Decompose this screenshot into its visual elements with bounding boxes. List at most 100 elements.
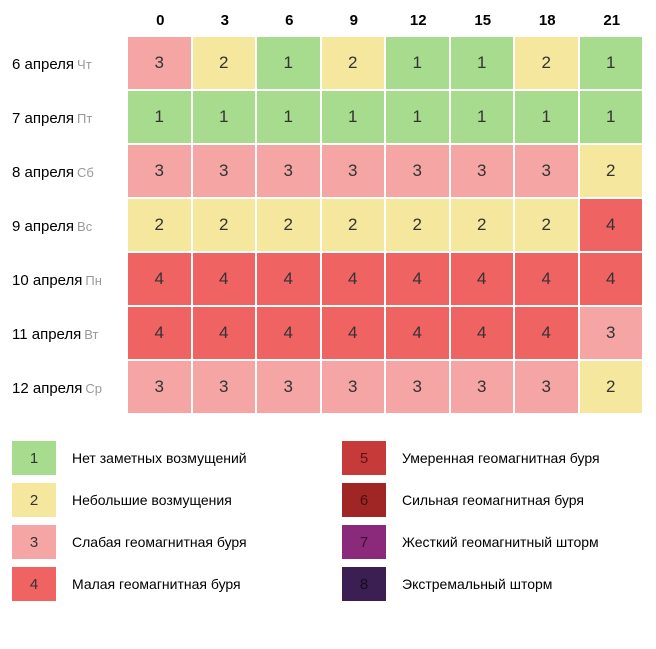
legend-item: 8Экстремальный шторм [342, 563, 644, 605]
heatmap-cell: 2 [322, 37, 387, 91]
heatmap-cell: 4 [451, 307, 516, 361]
row-weekday: Сб [77, 165, 94, 180]
legend-label: Небольшие возмущения [72, 492, 232, 508]
row-date: 10 апреля [12, 272, 82, 289]
heatmap-cell: 2 [322, 199, 387, 253]
row-label: 6 апреляЧт [12, 37, 128, 91]
heatmap-cell: 4 [257, 307, 322, 361]
heatmap-cell: 4 [128, 253, 193, 307]
heatmap-cell: 3 [451, 145, 516, 199]
legend-item: 5 Умеренная геомагнитная буря [342, 437, 644, 479]
heatmap-cell: 3 [128, 361, 193, 415]
heatmap-cell: 2 [451, 199, 516, 253]
legend-item: 2Небольшие возмущения [12, 479, 314, 521]
legend-swatch: 5 [342, 441, 386, 475]
legend-item: 3 Слабая геомагнитная буря [12, 521, 314, 563]
row-date: 7 апреля [12, 110, 74, 127]
heatmap-cell: 3 [451, 361, 516, 415]
row-label: 8 апреляСб [12, 145, 128, 199]
heatmap-cell: 3 [322, 361, 387, 415]
row-weekday: Пн [85, 273, 102, 288]
heatmap-cell: 3 [322, 145, 387, 199]
row-weekday: Вт [84, 327, 98, 342]
heatmap-cell: 1 [128, 91, 193, 145]
hour-header: 18 [515, 12, 580, 37]
row-date: 9 апреля [12, 218, 74, 235]
heatmap-cell: 4 [386, 307, 451, 361]
heatmap-cell: 1 [193, 91, 258, 145]
hour-header: 6 [257, 12, 322, 37]
heatmap-cell: 3 [386, 361, 451, 415]
legend-label: Жесткий геомагнитный шторм [402, 534, 599, 550]
legend-label: Сильная геомагнитная буря [402, 492, 584, 508]
heatmap-cell: 2 [386, 199, 451, 253]
heatmap-cell: 4 [257, 253, 322, 307]
table-row: 10 апреляПн44444444 [12, 253, 644, 307]
row-date: 11 апреля [12, 326, 81, 343]
legend-item: 4 Малая геомагнитная буря [12, 563, 314, 605]
legend-label: Умеренная геомагнитная буря [402, 450, 600, 466]
heatmap-cell: 1 [515, 91, 580, 145]
legend-swatch: 8 [342, 567, 386, 601]
heatmap-cell: 4 [451, 253, 516, 307]
heatmap-cell: 1 [580, 91, 645, 145]
legend-swatch: 3 [12, 525, 56, 559]
row-weekday: Вс [77, 219, 92, 234]
heatmap-cell: 3 [257, 361, 322, 415]
row-date: 12 апреля [12, 380, 82, 397]
heatmap-cell: 1 [451, 91, 516, 145]
heatmap-cell: 3 [128, 37, 193, 91]
heatmap-cell: 3 [193, 145, 258, 199]
heatmap-cell: 1 [257, 91, 322, 145]
legend-item: 1 Нет заметных возмущений [12, 437, 314, 479]
heatmap-cell: 2 [515, 37, 580, 91]
legend-swatch: 1 [12, 441, 56, 475]
heatmap-cell: 4 [322, 253, 387, 307]
legend-col-right: 5 Умеренная геомагнитная буря 6 Сильная гео… [342, 437, 644, 605]
row-label: 7 апреляПт [12, 91, 128, 145]
heatmap-cell: 1 [386, 37, 451, 91]
hour-header: 3 [193, 12, 258, 37]
heatmap-cell: 2 [580, 361, 645, 415]
heatmap-cell: 3 [386, 145, 451, 199]
heatmap-cell: 1 [386, 91, 451, 145]
heatmap-cell: 3 [257, 145, 322, 199]
legend: 1 Нет заметных возмущений 2Небольшие возму… [12, 437, 644, 605]
row-date: 6 апреля [12, 56, 74, 73]
row-date: 8 апреля [12, 164, 74, 181]
hour-header: 0 [128, 12, 193, 37]
table-row: 12 апреляСр33333332 [12, 361, 644, 415]
heatmap-cell: 3 [515, 361, 580, 415]
legend-swatch: 4 [12, 567, 56, 601]
legend-label: Малая геомагнитная буря [72, 576, 241, 592]
heatmap-cell: 2 [515, 199, 580, 253]
heatmap-cell: 2 [257, 199, 322, 253]
table-row: 11 апреляВт44444443 [12, 307, 644, 361]
heatmap-cell: 3 [128, 145, 193, 199]
legend-swatch: 6 [342, 483, 386, 517]
legend-label: Слабая геомагнитная буря [72, 534, 247, 550]
heatmap-cell: 2 [580, 145, 645, 199]
heatmap-cell: 3 [515, 145, 580, 199]
row-weekday: Ср [85, 381, 102, 396]
hour-header-row: 036912151821 [12, 12, 644, 37]
heatmap-cell: 3 [193, 361, 258, 415]
heatmap-cell: 4 [580, 253, 645, 307]
row-label: 11 апреляВт [12, 307, 128, 361]
hour-header: 12 [386, 12, 451, 37]
heatmap-cell: 4 [193, 253, 258, 307]
heatmap-cell: 4 [386, 253, 451, 307]
legend-label: Нет заметных возмущений [72, 450, 247, 466]
legend-swatch: 7 [342, 525, 386, 559]
heatmap-cell: 1 [322, 91, 387, 145]
heatmap-cell: 2 [128, 199, 193, 253]
geomagnetic-heatmap: 036912151821 6 апреляЧт321211217 апреляП… [12, 12, 644, 605]
legend-item: 6 Сильная геомагнитная буря [342, 479, 644, 521]
legend-item: 7 Жесткий геомагнитный шторм [342, 521, 644, 563]
row-label: 12 апреляСр [12, 361, 128, 415]
heatmap-cell: 1 [257, 37, 322, 91]
heatmap-cell: 4 [193, 307, 258, 361]
heatmap-cell: 1 [580, 37, 645, 91]
table-row: 6 апреляЧт32121121 [12, 37, 644, 91]
heatmap-cell: 4 [515, 307, 580, 361]
